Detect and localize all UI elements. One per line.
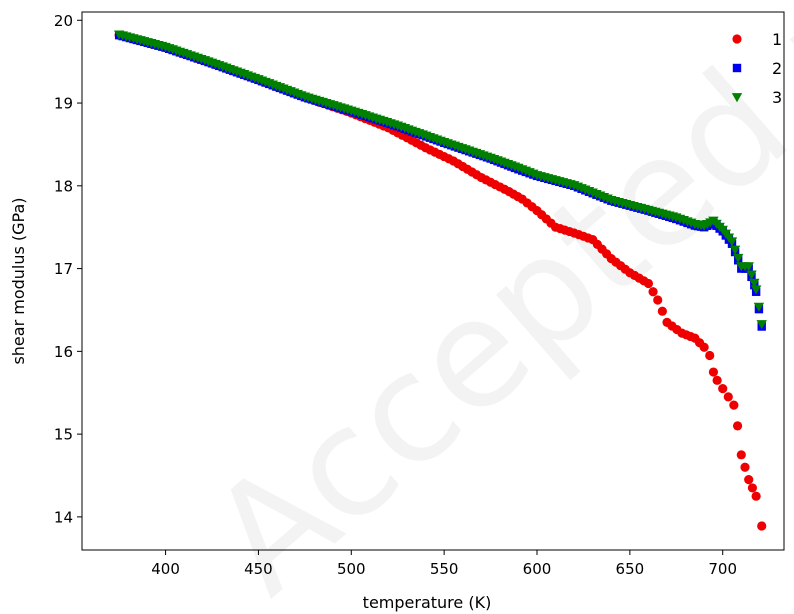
legend-entry-2: 2 [732,59,782,78]
y-axis-label: shear modulus (GPa) [9,197,28,364]
data-point-series-3 [749,278,760,288]
data-point-series-1 [699,342,709,352]
data-point-series-3 [743,262,754,272]
data-point-series-1 [736,450,746,460]
y-tick-label: 15 [54,426,73,444]
data-point-series-1 [747,483,758,493]
plot-frame [81,11,785,551]
x-tick-label: 650 [616,560,645,578]
y-tick-label: 19 [54,95,73,113]
data-point-series-1 [740,462,750,472]
x-tick-label: 550 [430,560,459,578]
legend-label-2: 2 [772,59,782,78]
data-point-series-1 [648,287,658,297]
y-tick-label: 20 [54,12,73,30]
data-point-series-1 [751,491,761,501]
legend-entry-3: 3 [731,88,782,107]
plot-marks [113,30,767,531]
x-tick-label: 600 [523,560,552,578]
x-tick-label: 500 [337,560,366,578]
data-point-series-3 [753,302,765,312]
y-tick-label: 18 [54,177,73,195]
data-point-series-1 [732,421,743,431]
data-point-series-1 [712,375,722,385]
x-tick-label: 700 [708,560,737,578]
data-point-series-1 [653,295,663,305]
data-point-series-1 [705,350,715,361]
data-point-series-1 [718,384,728,394]
axes: 400 450 500 550 600 650 700 14 15 16 17 18 19 20 [54,11,785,578]
data-point-series-3 [750,285,762,295]
data-point-series-1 [708,367,719,377]
y-tick-label: 17 [54,260,73,278]
legend-label-1: 1 [772,30,782,49]
data-point-series-1 [744,475,754,485]
legend-label-3: 3 [772,88,782,107]
y-tick-label: 16 [54,343,73,361]
legend-marker-3 [731,93,743,103]
data-point-series-1 [657,306,667,316]
series-3 [113,30,767,330]
data-point-series-1 [729,400,739,410]
data-point-series-1 [757,521,767,531]
watermark: Accepted manuscript [179,0,794,614]
data-point-series-1 [723,392,733,402]
data-point-series-3 [732,253,744,264]
data-point-series-3 [756,320,767,330]
legend-marker-1 [732,34,742,44]
x-tick-label: 400 [151,560,180,578]
x-axis-label: temperature (K) [363,593,492,612]
data-point-series-3 [729,245,741,255]
legend-marker-2 [732,63,742,73]
legend-entry-1: 1 [732,30,782,49]
x-tick-label: 450 [244,560,273,578]
data-point-series-1 [643,278,654,289]
data-point-series-3 [726,237,738,247]
legend: 1 2 3 [731,30,782,107]
data-point-series-3 [746,270,757,280]
y-tick-label: 14 [54,508,73,526]
